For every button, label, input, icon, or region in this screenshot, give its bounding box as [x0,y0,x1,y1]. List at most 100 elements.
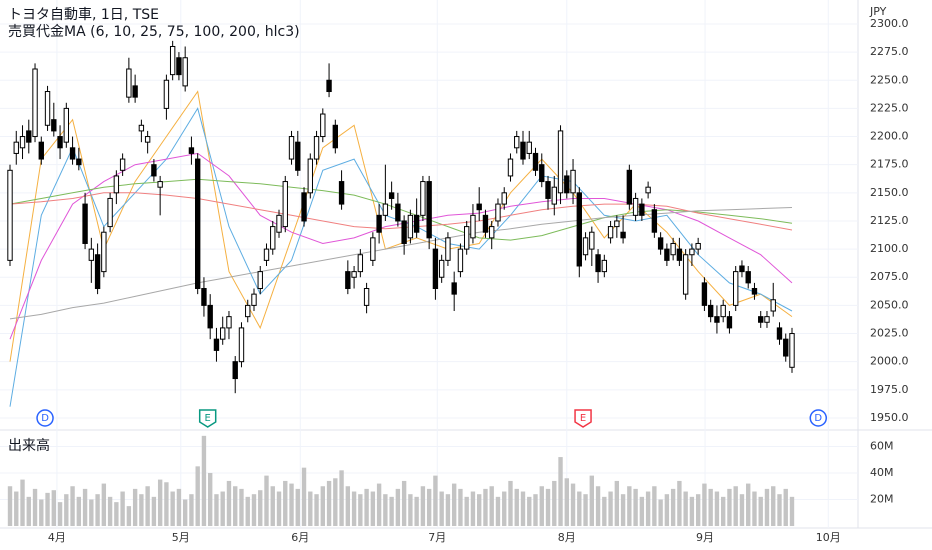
volume-bar [283,480,288,527]
candle-body [514,136,520,149]
volume-bar [189,494,194,527]
candle-body [482,214,489,233]
volume-bar [320,486,325,527]
candle-body [445,237,451,261]
volume-bar [752,491,757,527]
candle-body [751,288,758,295]
volume-bar [345,486,351,527]
volume-bar [95,494,100,527]
candle-body [88,248,95,261]
candle-body [101,231,107,273]
candle-body [119,158,126,171]
candle-body [607,226,614,239]
candle-body [733,271,739,306]
volume-bar [552,480,557,527]
volume-bar [570,483,576,527]
candle-body [201,288,207,306]
volume-bar [495,496,501,527]
volume-bar [445,494,451,527]
candle-body [526,141,532,154]
volume-bar [333,478,338,527]
volume-bar [658,499,663,527]
candle-body [438,259,445,278]
candle-body [720,304,726,318]
candle-body [207,304,213,329]
ma-line [9,90,793,362]
volume-bar [145,486,150,527]
volume-bar [451,483,457,527]
candle-body [107,197,113,228]
volume-bar [652,486,657,527]
candle-body [288,136,295,160]
candle-body [82,203,88,244]
candle-body [7,169,13,261]
volume-bar [608,491,613,527]
volume-bar [201,435,207,527]
volume-bar [558,457,563,527]
candle-body [682,254,689,295]
candle-body [539,164,545,183]
volume-bar [645,491,651,527]
volume-bar [7,486,13,527]
volume-tick-label: 20M [870,492,894,505]
volume-bar [107,496,113,527]
x-tick-label: 7月 [428,531,446,544]
candle-body [26,130,32,143]
candle-body [276,214,282,233]
volume-bar [220,491,225,527]
candle-body [94,254,101,290]
volume-bar [383,494,388,527]
candle-body [38,141,44,160]
candle-body [614,220,620,228]
x-tick-label: 5月 [172,531,190,544]
volume-bar [620,494,626,527]
volume-bar [664,494,670,527]
volume-bar [339,470,344,527]
candle-body [282,181,288,228]
candle-body [664,248,670,261]
volume-bar [789,496,795,527]
candle-body [657,237,664,250]
volume-bar [301,467,307,527]
candle-body [13,141,19,154]
volume-bar [708,488,713,527]
candle-body [701,282,708,306]
candle-body [770,299,776,312]
y-tick-label: 2050.0 [870,298,909,311]
candle-body [151,164,157,177]
volume-bar [264,475,269,527]
candle-body [238,327,245,363]
volume-bar [689,496,695,527]
volume-bar [564,478,569,527]
volume-bar [614,480,620,527]
candle-body [589,231,595,250]
event-label: D [814,413,822,424]
volume-bar [45,492,50,527]
volume-bar [20,479,25,527]
candle-body [507,158,514,177]
event-label: E [580,413,586,424]
candle-body [576,192,582,267]
candle-body [351,271,357,278]
candle-body [326,79,332,93]
volume-bar [583,494,588,527]
candle-body [570,169,576,194]
volume-bar [401,480,407,527]
candle-body [395,203,401,222]
volume-bar [358,494,363,527]
candle-body [257,271,263,290]
candle-body [451,282,457,295]
candle-body [464,226,470,250]
volume-bar [326,480,332,527]
volume-bar [508,480,513,527]
candle-body [113,175,120,194]
event-label: D [41,413,49,424]
candle-body [557,130,564,194]
ma-line [9,192,793,231]
volume-bar [439,491,444,527]
candle-body [226,316,232,329]
candle-body [651,209,658,233]
volume-bar [370,491,376,527]
volume-bar [533,494,538,527]
